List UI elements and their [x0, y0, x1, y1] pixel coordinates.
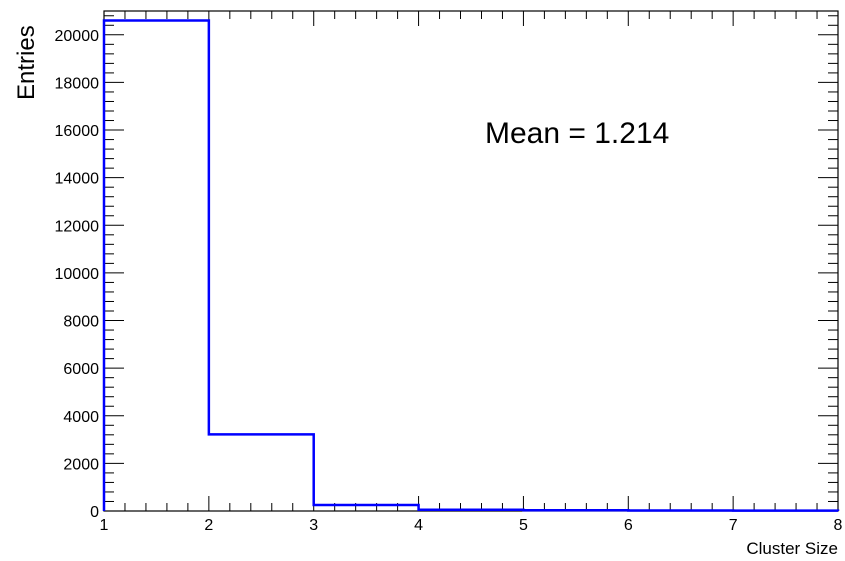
y-tick-label: 18000: [55, 75, 100, 92]
x-tick-label: 4: [414, 517, 423, 534]
y-tick-label: 14000: [55, 171, 100, 188]
y-tick-label: 12000: [55, 218, 100, 235]
y-tick-label: 10000: [55, 266, 100, 283]
x-tick-label: 5: [519, 517, 528, 534]
mean-annotation: Mean = 1.214: [485, 117, 669, 150]
y-tick-label: 4000: [63, 409, 99, 426]
x-tick-label: 3: [309, 517, 318, 534]
y-axis-title: Entries: [13, 25, 40, 100]
y-tick-label: 8000: [63, 314, 99, 331]
y-tick-label: 2000: [63, 456, 99, 473]
x-tick-label: 8: [834, 517, 843, 534]
histogram-outline: [102, 19, 840, 512]
x-tick-label: 6: [624, 517, 633, 534]
y-tick-label: 16000: [55, 123, 100, 140]
y-tick-label: 6000: [63, 361, 99, 378]
x-tick-label: 7: [729, 517, 738, 534]
y-tick-label: 20000: [55, 28, 100, 45]
x-tick-label: 1: [100, 517, 109, 534]
y-axis: 0 2000 4000 6000 8000 10000 12000 14000 16000 180…: [55, 15, 838, 521]
x-axis-title: Cluster Size: [746, 539, 838, 558]
y-tick-label: 0: [90, 504, 99, 521]
plot-frame: [103, 10, 839, 512]
x-tick-label: 2: [204, 517, 213, 534]
